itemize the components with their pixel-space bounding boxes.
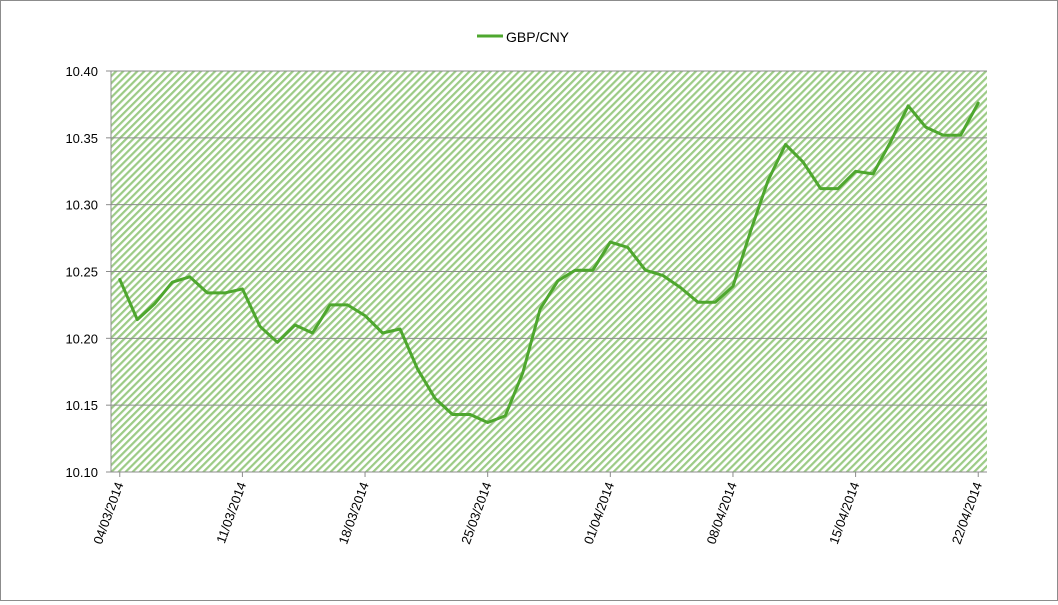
y-tick-label: 10.40 (65, 64, 98, 79)
data-point (854, 170, 857, 173)
data-point (889, 140, 892, 143)
data-point (469, 413, 472, 416)
series-layer (118, 101, 980, 424)
x-tick-label: 11/03/2014 (213, 480, 249, 545)
data-point (644, 269, 647, 272)
data-point (784, 143, 787, 146)
data-point (574, 269, 577, 272)
data-point (188, 275, 191, 278)
data-point (749, 230, 752, 233)
x-tick-label: 15/04/2014 (826, 480, 862, 546)
data-point (907, 104, 910, 107)
data-point (942, 134, 945, 137)
data-point (206, 291, 209, 294)
y-tick-label: 10.35 (65, 131, 98, 146)
data-point (802, 160, 805, 163)
data-point (294, 324, 297, 327)
y-tick-label: 10.15 (65, 398, 98, 413)
y-tick-label: 10.20 (65, 331, 98, 346)
data-point (872, 172, 875, 175)
data-point (837, 187, 840, 190)
data-point (959, 134, 962, 137)
y-tick-label: 10.30 (65, 198, 98, 213)
y-axis-ticks: 10.10 10.15 10.20 10.25 10.30 10.35 10.40 (65, 64, 98, 480)
data-point (977, 102, 980, 105)
data-point (381, 332, 384, 335)
data-point (609, 241, 612, 244)
data-point (329, 303, 332, 306)
axes (106, 70, 987, 473)
legend: GBP/CNY (477, 29, 570, 45)
data-point (311, 332, 314, 335)
data-point (714, 301, 717, 304)
data-point (276, 341, 279, 344)
data-point (153, 302, 156, 305)
data-point (486, 421, 489, 424)
data-point (223, 291, 226, 294)
x-tick-label: 18/03/2014 (336, 480, 372, 546)
data-point (346, 303, 349, 306)
data-point (661, 274, 664, 277)
data-point (364, 314, 367, 317)
data-point (521, 372, 524, 375)
legend-label: GBP/CNY (506, 29, 570, 45)
data-point (416, 368, 419, 371)
data-point (626, 246, 629, 249)
data-point (539, 307, 542, 310)
data-point (258, 325, 261, 328)
data-point (732, 285, 735, 288)
data-point (136, 318, 139, 321)
x-tick-label: 08/04/2014 (703, 480, 739, 546)
data-point (171, 281, 174, 284)
data-point (118, 278, 121, 281)
data-point (679, 286, 682, 289)
data-point (591, 269, 594, 272)
data-point (696, 301, 699, 304)
data-point (504, 414, 507, 417)
data-point (556, 279, 559, 282)
x-tick-label: 25/03/2014 (458, 480, 494, 546)
data-point (924, 126, 927, 129)
x-axis-ticks: 04/03/2014 11/03/2014 18/03/2014 25/03/2014… (90, 472, 985, 546)
series-line-gbp-cny (118, 101, 980, 424)
x-tick-label: 22/04/2014 (949, 480, 985, 546)
data-point (767, 179, 770, 182)
data-point (434, 397, 437, 400)
data-point (399, 328, 402, 331)
x-tick-label: 01/04/2014 (581, 480, 617, 546)
data-point (819, 187, 822, 190)
y-tick-label: 10.10 (65, 465, 98, 480)
data-point (241, 287, 244, 290)
y-tick-label: 10.25 (65, 265, 98, 280)
data-point (451, 413, 454, 416)
x-tick-label: 04/03/2014 (90, 480, 126, 546)
